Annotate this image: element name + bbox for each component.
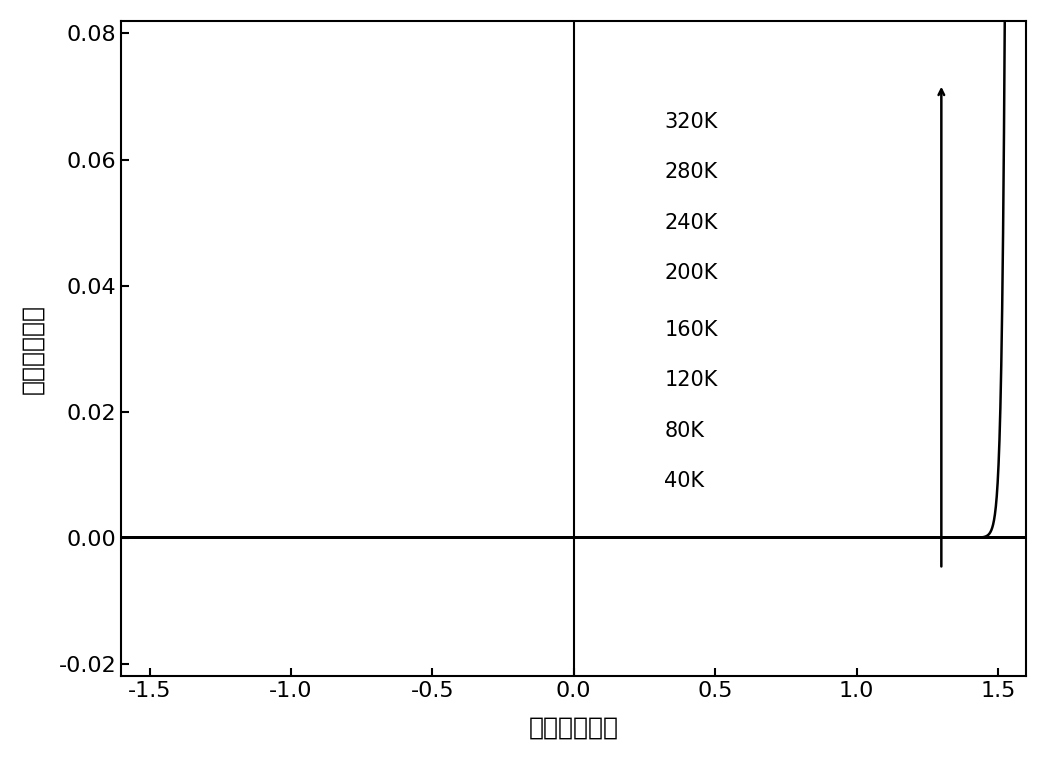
Text: 40K: 40K bbox=[664, 471, 705, 491]
Text: 320K: 320K bbox=[664, 112, 717, 132]
Y-axis label: 电流（安培）: 电流（安培） bbox=[21, 304, 45, 394]
X-axis label: 电压（伏特）: 电压（伏特） bbox=[529, 715, 619, 739]
Text: 280K: 280K bbox=[664, 163, 717, 182]
Text: 240K: 240K bbox=[664, 213, 717, 233]
Text: 80K: 80K bbox=[664, 421, 705, 441]
Text: 200K: 200K bbox=[664, 263, 717, 283]
Text: 120K: 120K bbox=[664, 370, 717, 391]
Text: 160K: 160K bbox=[664, 320, 718, 340]
